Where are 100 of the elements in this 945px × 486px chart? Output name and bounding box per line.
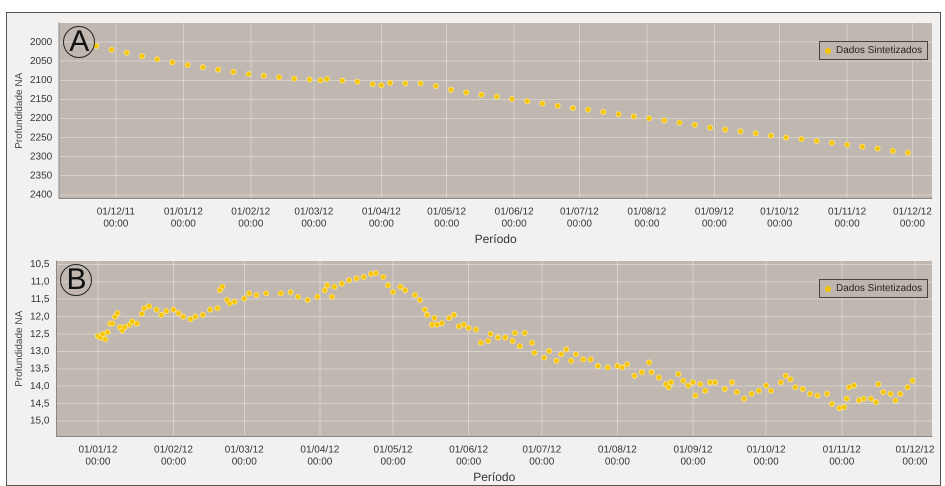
point: [317, 77, 324, 84]
point: [215, 66, 222, 73]
point: [692, 122, 698, 128]
y-tick-label: 10,5: [30, 259, 50, 270]
point: [524, 98, 530, 104]
point: [494, 94, 500, 100]
point: [722, 126, 728, 133]
y-tick-label: 2300: [30, 151, 53, 162]
x-tick-label: 01/06/12 00:00: [449, 444, 489, 468]
point: [246, 71, 252, 78]
y-tick-label: 2250: [30, 132, 53, 144]
point: [828, 140, 835, 146]
x-tick-label: 01/08/12 00:00: [627, 206, 667, 230]
point: [478, 92, 484, 98]
x-tick-label: 01/03/12 00:00: [294, 206, 334, 230]
point: [276, 74, 282, 80]
y-tick-label: 13,5: [30, 364, 50, 375]
y-axis-title: Profundidade NA: [14, 310, 25, 387]
x-axis-title: Período: [473, 470, 516, 484]
y-tick-label: 2000: [30, 36, 53, 48]
point: [570, 105, 576, 112]
legend-label: Dados Sintetizados: [836, 45, 922, 56]
point: [463, 89, 470, 96]
y-tick-label: 2050: [30, 56, 53, 67]
x-tick-label: 01/04/12 00:00: [300, 444, 340, 468]
x-tick-label: 01/10/12 00:00: [760, 206, 800, 230]
point: [418, 80, 424, 86]
point: [554, 102, 561, 109]
y-tick-label: 12,0: [30, 311, 50, 322]
x-tick-label: 01/12/12 00:00: [895, 444, 935, 468]
x-tick-label: 01/01/12 00:00: [164, 206, 204, 230]
point: [169, 59, 176, 66]
y-tick-label: 12,5: [30, 328, 50, 340]
x-tick-label: 01/10/12 00:00: [746, 444, 786, 468]
point: [905, 150, 912, 156]
y-axis-title: Profundidade NA: [14, 72, 25, 149]
point: [814, 138, 820, 144]
point: [184, 62, 191, 68]
point: [200, 64, 206, 70]
point: [707, 124, 714, 131]
point: [260, 72, 267, 79]
point: [387, 80, 394, 86]
x-axis-title: Período: [474, 232, 517, 246]
y-tick-label: 15,0: [30, 416, 50, 427]
point: [154, 56, 160, 62]
x-tick-label: 01/02/12 00:00: [154, 444, 194, 468]
x-tick-label: 01/02/12 00:00: [231, 206, 271, 230]
y-tick-label: 2100: [30, 75, 53, 86]
point: [508, 96, 515, 102]
point: [324, 76, 330, 82]
x-tick-label: 01/09/12 00:00: [674, 444, 713, 468]
point: [539, 100, 546, 107]
y-tick-label: 2400: [30, 190, 53, 201]
y-tick-label: 11,0: [30, 276, 50, 288]
y-tick-label: 2150: [30, 94, 53, 106]
point: [124, 50, 130, 56]
point: [646, 115, 652, 122]
x-tick-label: 01/08/12 00:00: [598, 444, 638, 468]
point: [890, 148, 896, 154]
x-tick-label: 01/01/12 00:00: [78, 444, 118, 468]
point: [448, 86, 454, 93]
point: [339, 78, 346, 84]
x-tick-label: 01/11/12 00:00: [828, 206, 867, 230]
point: [752, 130, 759, 136]
point: [783, 134, 790, 141]
point: [402, 80, 408, 86]
point: [354, 78, 360, 85]
point: [378, 82, 384, 88]
point: [798, 136, 804, 142]
y-tick-label: 14,5: [30, 398, 50, 410]
point: [859, 144, 866, 150]
point: [874, 146, 881, 152]
point: [370, 81, 376, 88]
legend-label: Dados Sintetizados: [836, 283, 922, 294]
y-tick-label: 14,0: [30, 380, 50, 392]
x-tick-label: 01/04/12 00:00: [362, 206, 402, 230]
point: [630, 114, 637, 120]
x-tick-label: 01/07/12 00:00: [560, 206, 600, 230]
point: [108, 46, 114, 53]
point: [306, 76, 313, 82]
point: [676, 120, 683, 126]
x-tick-label: 01/06/12 00:00: [494, 206, 534, 230]
point: [844, 142, 850, 148]
point: [737, 128, 744, 134]
point: [230, 68, 236, 75]
x-tick-label: 01/12/12 00:00: [892, 206, 932, 230]
point: [600, 108, 606, 115]
y-tick-label: 13,0: [30, 346, 50, 358]
x-tick-label: 01/05/12 00:00: [374, 444, 413, 468]
x-tick-label: 01/03/12 00:00: [224, 444, 264, 468]
point: [661, 117, 668, 124]
point: [432, 82, 439, 89]
x-tick-label: 01/09/12 00:00: [694, 206, 734, 230]
x-tick-label: 01/11/12 00:00: [822, 444, 862, 468]
point: [291, 76, 298, 82]
y-tick-label: 2200: [30, 113, 53, 124]
y-tick-label: 2350: [30, 170, 53, 182]
point: [138, 53, 145, 60]
y-tick-label: 11,5: [30, 294, 50, 305]
x-tick-label: 01/05/12 00:00: [427, 206, 467, 230]
